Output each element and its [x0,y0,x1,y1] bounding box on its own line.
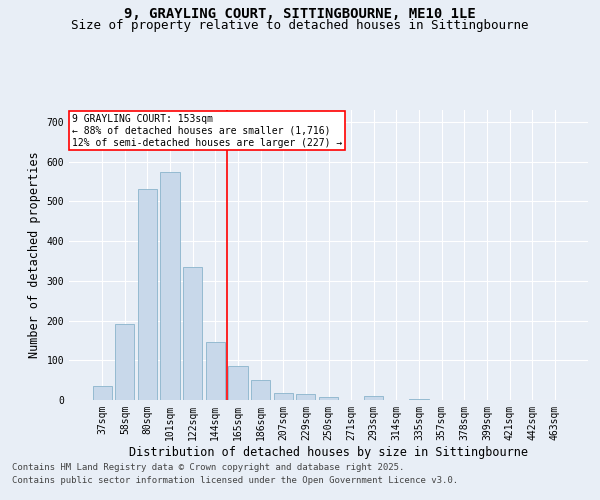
Bar [319,397,338,400]
Y-axis label: Number of detached properties: Number of detached properties [28,152,41,358]
Bar [409,399,428,400]
Bar [160,172,180,400]
Bar [183,267,202,400]
Bar [206,342,225,400]
Bar [229,366,248,400]
Bar [92,386,112,400]
Bar [364,396,383,400]
Text: 9 GRAYLING COURT: 153sqm
← 88% of detached houses are smaller (1,716)
12% of sem: 9 GRAYLING COURT: 153sqm ← 88% of detach… [71,114,342,148]
Bar [274,393,293,400]
Bar [296,394,316,400]
Text: Size of property relative to detached houses in Sittingbourne: Size of property relative to detached ho… [71,19,529,32]
Text: Contains public sector information licensed under the Open Government Licence v3: Contains public sector information licen… [12,476,458,485]
Text: 9, GRAYLING COURT, SITTINGBOURNE, ME10 1LE: 9, GRAYLING COURT, SITTINGBOURNE, ME10 1… [124,8,476,22]
Bar [115,324,134,400]
X-axis label: Distribution of detached houses by size in Sittingbourne: Distribution of detached houses by size … [129,446,528,458]
Bar [251,380,270,400]
Text: Contains HM Land Registry data © Crown copyright and database right 2025.: Contains HM Land Registry data © Crown c… [12,462,404,471]
Bar [138,190,157,400]
